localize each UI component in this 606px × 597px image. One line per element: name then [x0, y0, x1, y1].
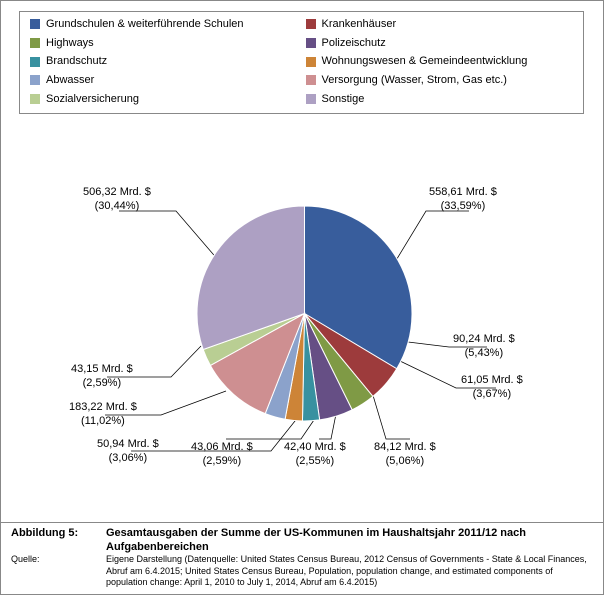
pie-data-label: 42,40 Mrd. $(2,55%) — [284, 441, 346, 469]
legend-item: Versorgung (Wasser, Strom, Gas etc.) — [306, 74, 574, 87]
legend-swatch — [306, 57, 316, 67]
legend-label: Abwasser — [46, 74, 94, 87]
legend-item: Abwasser — [30, 74, 298, 87]
pie-data-label: 183,22 Mrd. $(11,02%) — [69, 401, 137, 429]
legend-swatch — [30, 19, 40, 29]
pie-data-label: 50,94 Mrd. $(3,06%) — [97, 438, 159, 466]
caption-figure-key: Abbildung 5: — [11, 527, 96, 555]
legend-swatch — [30, 38, 40, 48]
pie-data-label: 61,05 Mrd. $(3,67%) — [461, 374, 523, 402]
legend-item: Brandschutz — [30, 55, 298, 68]
pie-svg — [197, 206, 412, 421]
legend-item: Highways — [30, 37, 298, 50]
caption-title: Gesamtausgaben der Summe der US-Kommunen… — [106, 527, 593, 555]
legend-label: Sonstige — [322, 93, 365, 106]
legend-swatch — [30, 57, 40, 67]
legend-label: Polizeischutz — [322, 37, 386, 50]
legend-label: Sozialversicherung — [46, 93, 139, 106]
legend-item: Krankenhäuser — [306, 18, 574, 31]
pie-data-label: 558,61 Mrd. $(33,59%) — [429, 186, 497, 214]
legend-label: Brandschutz — [46, 55, 107, 68]
legend-swatch — [306, 19, 316, 29]
legend-item: Polizeischutz — [306, 37, 574, 50]
caption-source-key: Quelle: — [11, 554, 96, 588]
legend-label: Highways — [46, 37, 94, 50]
legend-label: Krankenhäuser — [322, 18, 397, 31]
legend-label: Wohnungswesen & Gemeindeentwicklung — [322, 55, 528, 68]
legend-item: Sozialversicherung — [30, 93, 298, 106]
legend-swatch — [306, 94, 316, 104]
pie-data-label: 43,06 Mrd. $(2,59%) — [191, 441, 253, 469]
legend-item: Grundschulen & weiterführende Schulen — [30, 18, 298, 31]
legend-item: Wohnungswesen & Gemeindeentwicklung — [306, 55, 574, 68]
legend-swatch — [306, 75, 316, 85]
caption-source-text: Eigene Darstellung (Datenquelle: United … — [106, 554, 593, 588]
pie-data-label: 84,12 Mrd. $(5,06%) — [374, 441, 436, 469]
legend-swatch — [30, 94, 40, 104]
legend-label: Grundschulen & weiterführende Schulen — [46, 18, 244, 31]
chart-area: 558,61 Mrd. $(33,59%) 90,24 Mrd. $(5,43%)… — [1, 151, 605, 496]
pie-data-label: 43,15 Mrd. $(2,59%) — [71, 363, 133, 391]
pie-chart — [197, 206, 412, 421]
pie-data-label: 506,32 Mrd. $(30,44%) — [83, 186, 151, 214]
legend-label: Versorgung (Wasser, Strom, Gas etc.) — [322, 74, 507, 87]
pie-data-label: 90,24 Mrd. $(5,43%) — [453, 333, 515, 361]
legend-swatch — [30, 75, 40, 85]
legend-item: Sonstige — [306, 93, 574, 106]
figure-caption: Abbildung 5: Gesamtausgaben der Summe de… — [1, 522, 603, 594]
legend-swatch — [306, 38, 316, 48]
legend: Grundschulen & weiterführende Schulen Kr… — [19, 11, 584, 114]
figure-frame: Grundschulen & weiterführende Schulen Kr… — [0, 0, 604, 595]
